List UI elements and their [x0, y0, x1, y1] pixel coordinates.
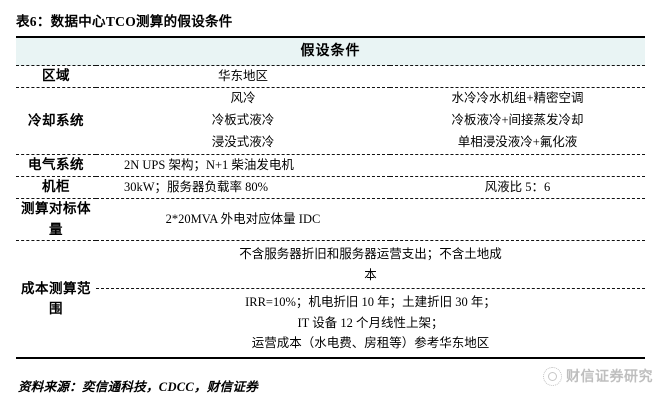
- row-value-region-col3: [390, 65, 645, 89]
- cost-scope-b2-line-2: IT 设备 12 个月线性上架；: [297, 315, 444, 330]
- row-label-cooling-system: 冷却系统: [16, 87, 96, 155]
- cost-scope-b1-line-1: 不含服务器折旧和服务器运营支出；不含土地成: [239, 246, 502, 261]
- source-note: 资料来源：奕信通科技，CDCC，财信证券: [18, 380, 259, 394]
- row-value-electrical-col2: 2N UPS 架构；N+1 柴油发电机: [96, 154, 390, 178]
- table-row: 冷却系统 风冷 冷板式液冷 浸没式液冷 水冷冷水机组+精密空调 冷板液冷+间接蒸…: [16, 87, 645, 155]
- cost-scope-b1-line-2: 本: [364, 267, 377, 282]
- row-label-benchmark-scale: 测算对标体量: [16, 198, 96, 241]
- cooling-col3-line-3: 单相浸没液冷+氟化液: [457, 135, 578, 149]
- table-row: 电气系统 2N UPS 架构；N+1 柴油发电机: [16, 154, 645, 178]
- table-header-row: 假设条件: [16, 36, 645, 66]
- row-label-electrical-system: 电气系统: [16, 154, 96, 178]
- cost-scope-b2-line-1: IRR=10%；机电折旧 10 年；土建折旧 30 年；: [245, 295, 496, 310]
- cooling-col2-line-2: 冷板式液冷: [211, 113, 275, 128]
- table-header-title: 假设条件: [16, 36, 645, 66]
- row-label-region: 区域: [16, 65, 96, 89]
- cost-scope-block-2: IRR=10%；机电折旧 10 年；土建折旧 30 年； IT 设备 12 个月…: [96, 289, 645, 357]
- cost-scope-block2-cell: IRR=10%；机电折旧 10 年；土建折旧 30 年； IT 设备 12 个月…: [96, 289, 645, 357]
- watermark: 财信证券研究: [543, 366, 653, 386]
- cooling-col2-line-1: 风冷: [230, 91, 256, 106]
- row-value-region-col2: 华东地区: [96, 65, 390, 89]
- row-value-benchmark-col2: 2*20MVA 外电对应体量 IDC: [96, 198, 390, 241]
- assumptions-table: 假设条件 区域 华东地区 冷却系统 风冷 冷板式液冷 浸没式液冷: [16, 36, 645, 359]
- cost-scope-subtable: 不含服务器折旧和服务器运营支出；不含土地成 本 IRR=10%；机电折旧 10 …: [96, 240, 645, 357]
- row-label-rack: 机柜: [16, 176, 96, 200]
- cost-scope-b2-line-3: 运营成本（水电费、房租等）参考华东地区: [251, 336, 490, 351]
- row-value-benchmark-col3: [390, 198, 645, 241]
- assumptions-table-wrapper: 假设条件 区域 华东地区 冷却系统 风冷 冷板式液冷 浸没式液冷: [16, 36, 645, 359]
- cost-scope-block1-cell: 不含服务器折旧和服务器运营支出；不含土地成 本: [96, 240, 645, 290]
- table-row: 机柜 30kW；服务器负载率 80% 风液比 5：6: [16, 176, 645, 200]
- cooling-col3-line-2: 冷板液冷+间接蒸发冷却: [451, 113, 584, 128]
- table-row: 区域 华东地区: [16, 65, 645, 89]
- table-caption: 表6：数据中心TCO测算的假设条件: [16, 14, 233, 29]
- row-value-rack-col2: 30kW；服务器负载率 80%: [96, 176, 390, 200]
- cost-scope-content: 不含服务器折旧和服务器运营支出；不含土地成 本 IRR=10%；机电折旧 10 …: [96, 240, 645, 359]
- row-label-cost-scope: 成本测算范围: [16, 240, 96, 359]
- row-value-electrical-col3: [390, 154, 645, 178]
- watermark-label: 财信证券研究: [566, 370, 653, 385]
- cooling-col2-line-3: 浸没式液冷: [211, 135, 275, 149]
- cost-scope-block-1: 不含服务器折旧和服务器运营支出；不含土地成 本: [96, 240, 645, 290]
- row-value-rack-col3: 风液比 5：6: [390, 176, 645, 200]
- table-row-cost-scope: 成本测算范围 不含服务器折旧和服务器运营支出；不含土地成 本: [16, 240, 645, 359]
- row-value-cooling-col2: 风冷 冷板式液冷 浸没式液冷: [96, 87, 390, 155]
- brand-logo-icon: [543, 366, 562, 386]
- row-value-cooling-col3: 水冷冷水机组+精密空调 冷板液冷+间接蒸发冷却 单相浸没液冷+氟化液: [390, 87, 645, 155]
- cooling-col3-line-1: 水冷冷水机组+精密空调: [451, 91, 584, 106]
- table-row: 测算对标体量 2*20MVA 外电对应体量 IDC: [16, 198, 645, 241]
